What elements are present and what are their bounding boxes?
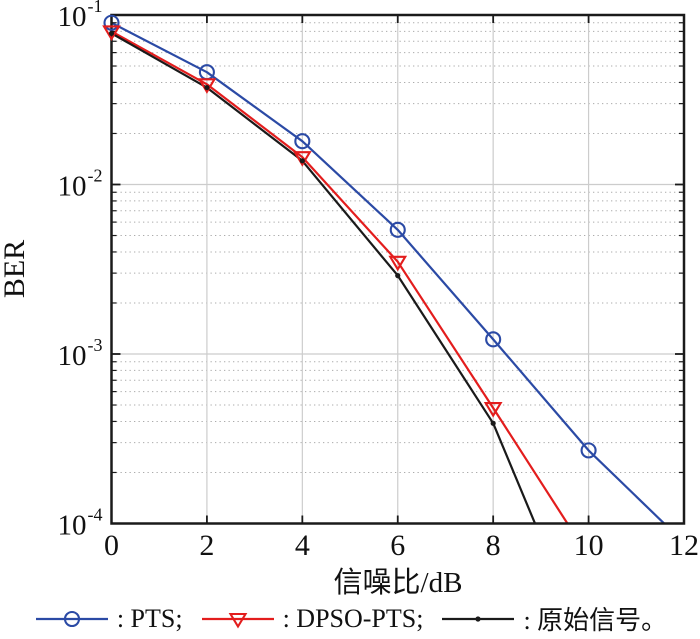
dpso-pts-triangle-marker	[483, 401, 503, 418]
legend-circle-marker	[63, 610, 80, 627]
chart-legend: : PTS; : DPSO-PTS; : 原始信号。	[0, 598, 700, 639]
x-tick-label: 4	[295, 529, 310, 562]
legend-label-original-signal: : 原始信号。	[523, 606, 668, 635]
series-lines	[111, 21, 666, 524]
legend-label-pts: : PTS;	[116, 603, 183, 633]
series-line-原始信号	[111, 32, 537, 524]
legend-triangle-marker	[228, 612, 247, 629]
series-line-pts	[111, 21, 666, 524]
pts-circle-marker	[294, 133, 311, 150]
pts-circle-marker	[103, 14, 120, 31]
dpso-pts-triangle-marker	[102, 25, 121, 41]
x-tick-label: 6	[390, 529, 405, 562]
legend-item-dpso-pts: : DPSO-PTS;	[199, 603, 424, 634]
original-signal-line-swatch	[442, 615, 515, 622]
y-tick-label: 10-1	[58, 0, 103, 33]
series-markers-原始信号	[108, 30, 496, 426]
x-tick-label: 12	[669, 529, 699, 562]
x-tick-label: 2	[199, 529, 214, 562]
dpso-pts-triangle-marker	[292, 151, 312, 167]
pts-circle-marker	[580, 442, 597, 459]
dpso-pts-triangle-marker	[388, 255, 408, 272]
series-markers-pts	[103, 14, 597, 459]
x-tick-label: 8	[486, 529, 501, 562]
y-tick-label: 10-2	[58, 166, 103, 203]
x-axis-label: 信噪比/dB	[334, 566, 463, 599]
pts-line-swatch	[35, 610, 108, 627]
series-line-dpso-pts	[111, 30, 569, 524]
legend-label-dpso-pts: : DPSO-PTS;	[282, 603, 424, 633]
pts-circle-marker	[389, 221, 406, 238]
dpso-pts-triangle-marker	[197, 78, 217, 94]
y-tick-label: 10-4	[58, 505, 103, 542]
ber-line-chart: 0 2 4 6 8 10 12 10-1 10-2 10-3 10-4 BER 信噪比/dB	[0, 0, 699, 599]
legend-dot-marker	[475, 615, 482, 622]
原始信号-dot-marker	[299, 158, 305, 164]
pts-circle-marker	[485, 331, 502, 348]
原始信号-dot-marker	[204, 84, 210, 91]
原始信号-dot-marker	[490, 420, 496, 426]
legend-item-pts: : PTS;	[33, 604, 183, 634]
x-tick-label: 10	[574, 529, 604, 562]
x-tick-label: 0	[104, 529, 119, 562]
legend-item-original-signal: : 原始信号。	[439, 600, 667, 637]
原始信号-dot-marker	[395, 273, 401, 279]
原始信号-dot-marker	[108, 30, 115, 36]
series-markers-dpso-pts	[102, 25, 503, 418]
y-tick-label: 10-3	[58, 335, 103, 372]
dpso-pts-line-swatch	[201, 612, 274, 629]
y-axis-label: BER	[0, 240, 31, 298]
